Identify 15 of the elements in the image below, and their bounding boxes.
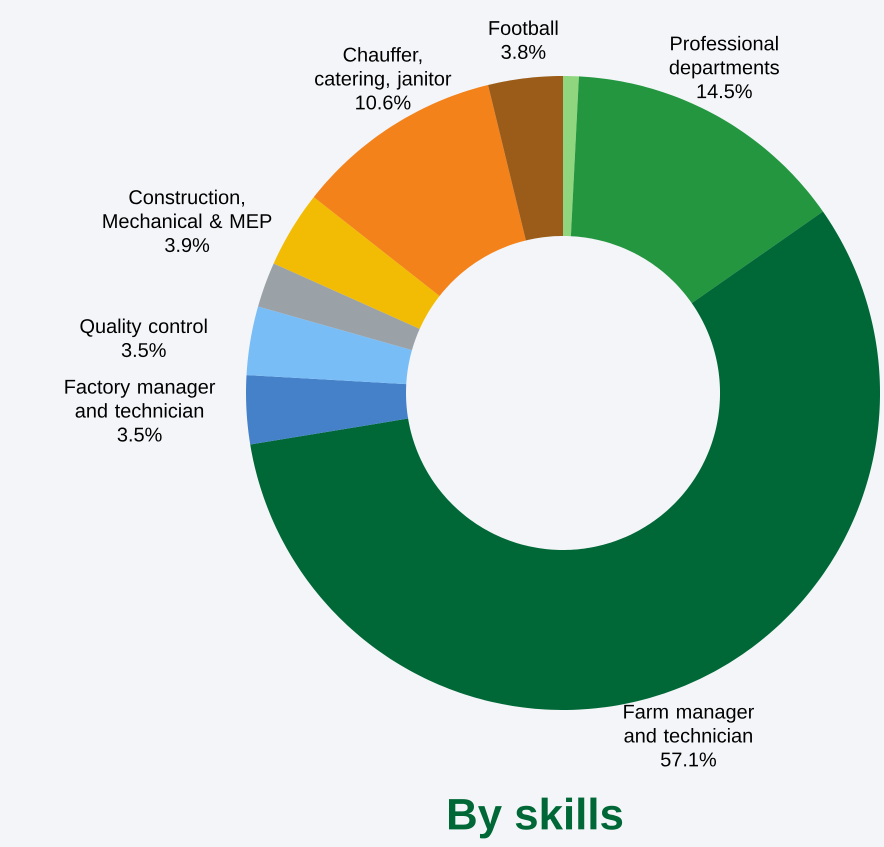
- slice-label: Football: [490, 20, 558, 36]
- slice-label: Quality control: [80, 318, 207, 338]
- data-label: 10.6%: [356, 95, 410, 110]
- data-label: 3.5%: [118, 428, 162, 442]
- data-label: 57.1%: [661, 752, 716, 767]
- data-label: 3.5%: [122, 342, 166, 358]
- slice-label: Factory manager and technician: [65, 380, 216, 418]
- slice-label: Farm manager and technician: [624, 704, 754, 743]
- slice-label: Professional departments: [670, 36, 779, 78]
- text: By skills: [449, 798, 622, 838]
- data-label: 3.8%: [501, 44, 546, 59]
- slice-label: Construction, Mechanical & MEP: [103, 190, 272, 228]
- data-label: 14.5%: [698, 84, 752, 98]
- data-label: 3.9%: [165, 238, 210, 252]
- slice-label: Chauffer, catering, janitor: [315, 47, 452, 90]
